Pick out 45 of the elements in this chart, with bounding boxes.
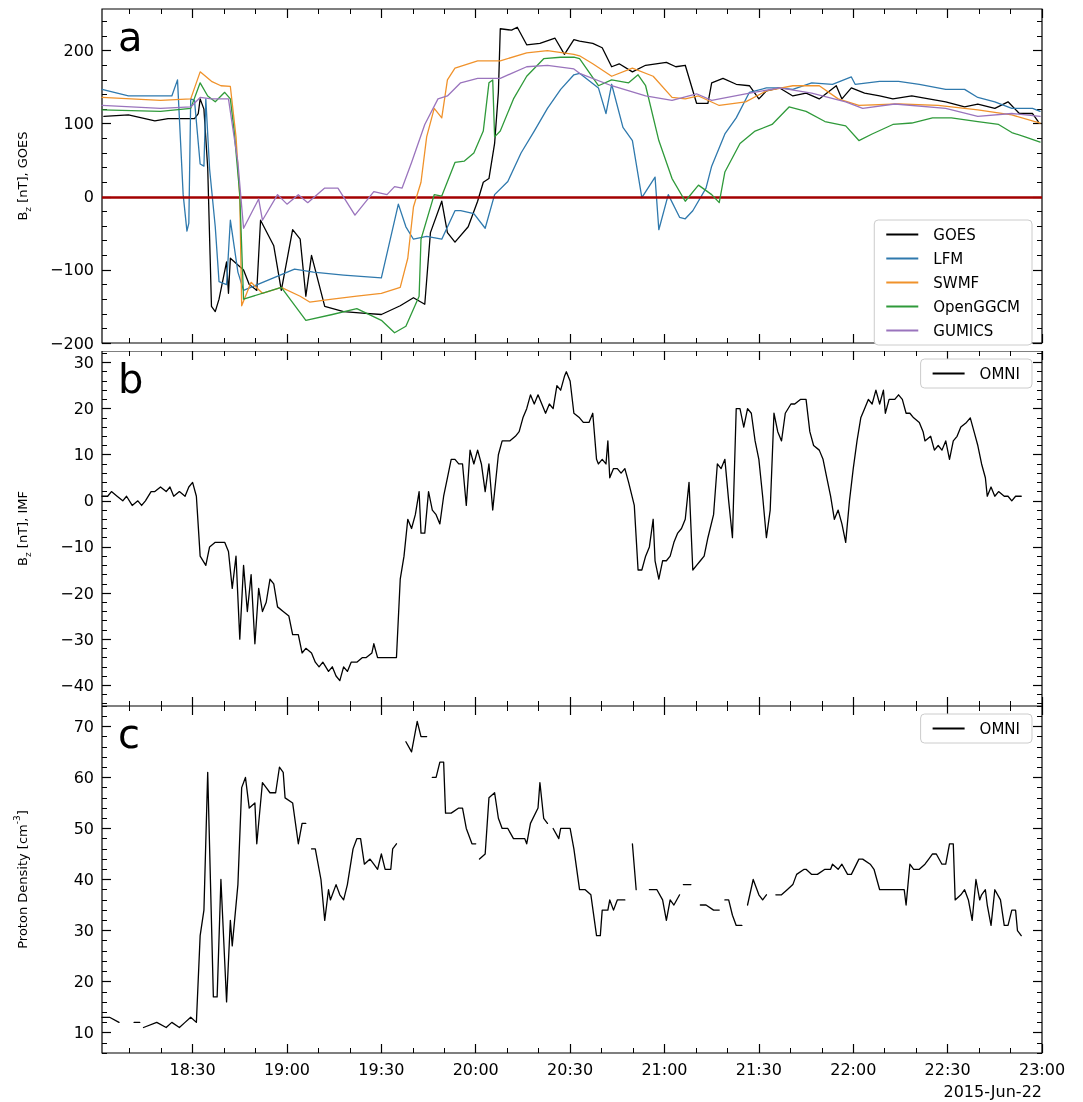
x-tick-label: 19:00	[263, 1059, 311, 1079]
y-tick-label: −10	[60, 537, 94, 557]
y-tick-label: −200	[50, 333, 94, 353]
y-tick-label: 10	[73, 1023, 94, 1043]
x-tick-label: 21:30	[735, 1059, 782, 1079]
y-tick-label: −20	[60, 583, 94, 603]
x-tick-label: 18:30	[169, 1059, 216, 1079]
legend-label: OMNI	[979, 364, 1021, 383]
y-tick-label: 60	[73, 767, 94, 787]
x-tick-label: 21:00	[641, 1059, 688, 1079]
line-series	[101, 64, 1041, 229]
legend-label: SWMF	[933, 273, 980, 292]
y-tick-label: 30	[73, 921, 94, 941]
x-tick-label: 22:30	[924, 1059, 971, 1079]
y-tick-label: 20	[73, 399, 94, 419]
y-tick-label: −100	[50, 260, 94, 280]
y-tick-label: 100	[63, 114, 94, 134]
y-tick-label: 30	[73, 353, 94, 373]
x-tick-label: 20:00	[452, 1059, 499, 1079]
legend-label: OMNI	[979, 719, 1021, 738]
y-tick-label: 50	[73, 818, 94, 838]
y-tick-label: 200	[63, 41, 94, 61]
y-tick-label: 0	[83, 187, 94, 207]
x-tick-label: 22:00	[830, 1059, 877, 1079]
x-tick-label: 23:00	[1018, 1059, 1066, 1079]
annotation: a	[118, 14, 143, 60]
y-tick-label: −40	[60, 675, 94, 695]
legend-label: OpenGGCM	[933, 297, 1021, 316]
y-tick-label: 40	[73, 870, 94, 889]
x-tick-label: 19:30	[358, 1059, 405, 1079]
y-tick-label: 10	[73, 445, 94, 465]
y-axis-title: Proton Density [cm-3]	[11, 810, 30, 949]
y-tick-label: 0	[83, 491, 94, 511]
y-tick-label: 20	[73, 972, 94, 992]
y-tick-label: −30	[60, 629, 94, 649]
legend-label: GUMICS	[933, 321, 994, 340]
legend-label: LFM	[933, 249, 964, 268]
annotation: c	[118, 711, 140, 757]
x-tick-label: 20:30	[547, 1059, 594, 1079]
legend-label: GOES	[933, 225, 976, 244]
y-axis-title: Bz [nT], GOES	[14, 131, 33, 221]
x-axis-title: 2015-Jun-22	[943, 1081, 1042, 1101]
y-axis-title: Bz [nT], IMF	[14, 491, 33, 566]
annotation: b	[118, 356, 144, 402]
y-tick-label: 70	[73, 716, 94, 736]
